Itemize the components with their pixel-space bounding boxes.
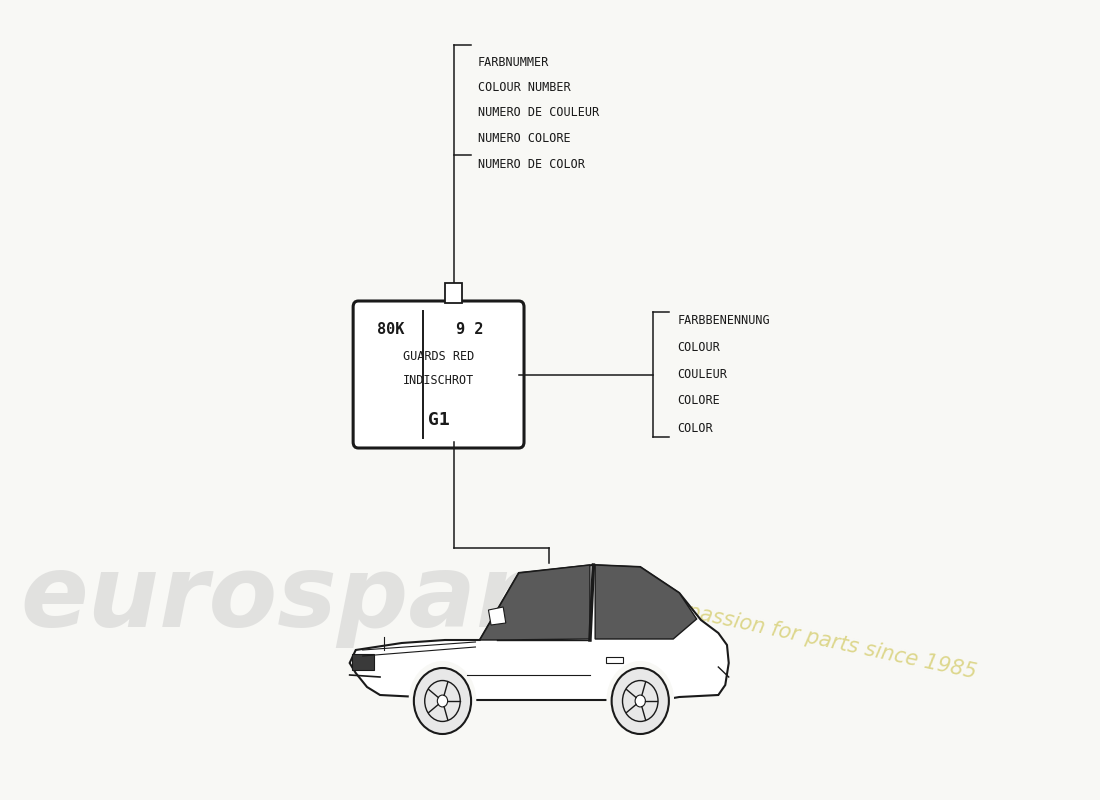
- Bar: [352, 654, 374, 670]
- Text: FARBBENENNUNG: FARBBENENNUNG: [678, 314, 770, 326]
- Text: a passion for parts since 1985: a passion for parts since 1985: [667, 598, 979, 682]
- Text: COLOUR: COLOUR: [678, 341, 721, 354]
- Circle shape: [635, 695, 646, 707]
- Polygon shape: [595, 565, 696, 639]
- Text: FARBNUMMER: FARBNUMMER: [478, 55, 549, 69]
- Text: eurospares: eurospares: [20, 551, 653, 649]
- Text: 80K: 80K: [376, 322, 404, 337]
- Polygon shape: [488, 607, 506, 625]
- Bar: [606, 657, 623, 663]
- FancyBboxPatch shape: [353, 301, 524, 448]
- Circle shape: [612, 668, 669, 734]
- Bar: [446, 283, 462, 303]
- Text: G1: G1: [428, 411, 450, 429]
- Text: NUMERO DE COLOR: NUMERO DE COLOR: [478, 158, 585, 170]
- Text: COLOR: COLOR: [678, 422, 713, 434]
- Circle shape: [438, 695, 448, 707]
- Text: 9 2: 9 2: [455, 322, 483, 337]
- Circle shape: [408, 661, 476, 739]
- Text: COLORE: COLORE: [678, 394, 721, 407]
- Circle shape: [606, 661, 674, 739]
- Circle shape: [414, 668, 471, 734]
- Text: COLOUR NUMBER: COLOUR NUMBER: [478, 81, 571, 94]
- Text: NUMERO COLORE: NUMERO COLORE: [478, 132, 571, 145]
- Polygon shape: [480, 565, 590, 640]
- Text: GUARDS RED: GUARDS RED: [403, 350, 474, 363]
- Text: INDISCHROT: INDISCHROT: [403, 374, 474, 386]
- Polygon shape: [350, 565, 728, 700]
- Text: NUMERO DE COULEUR: NUMERO DE COULEUR: [478, 106, 600, 119]
- Text: COULEUR: COULEUR: [678, 367, 727, 381]
